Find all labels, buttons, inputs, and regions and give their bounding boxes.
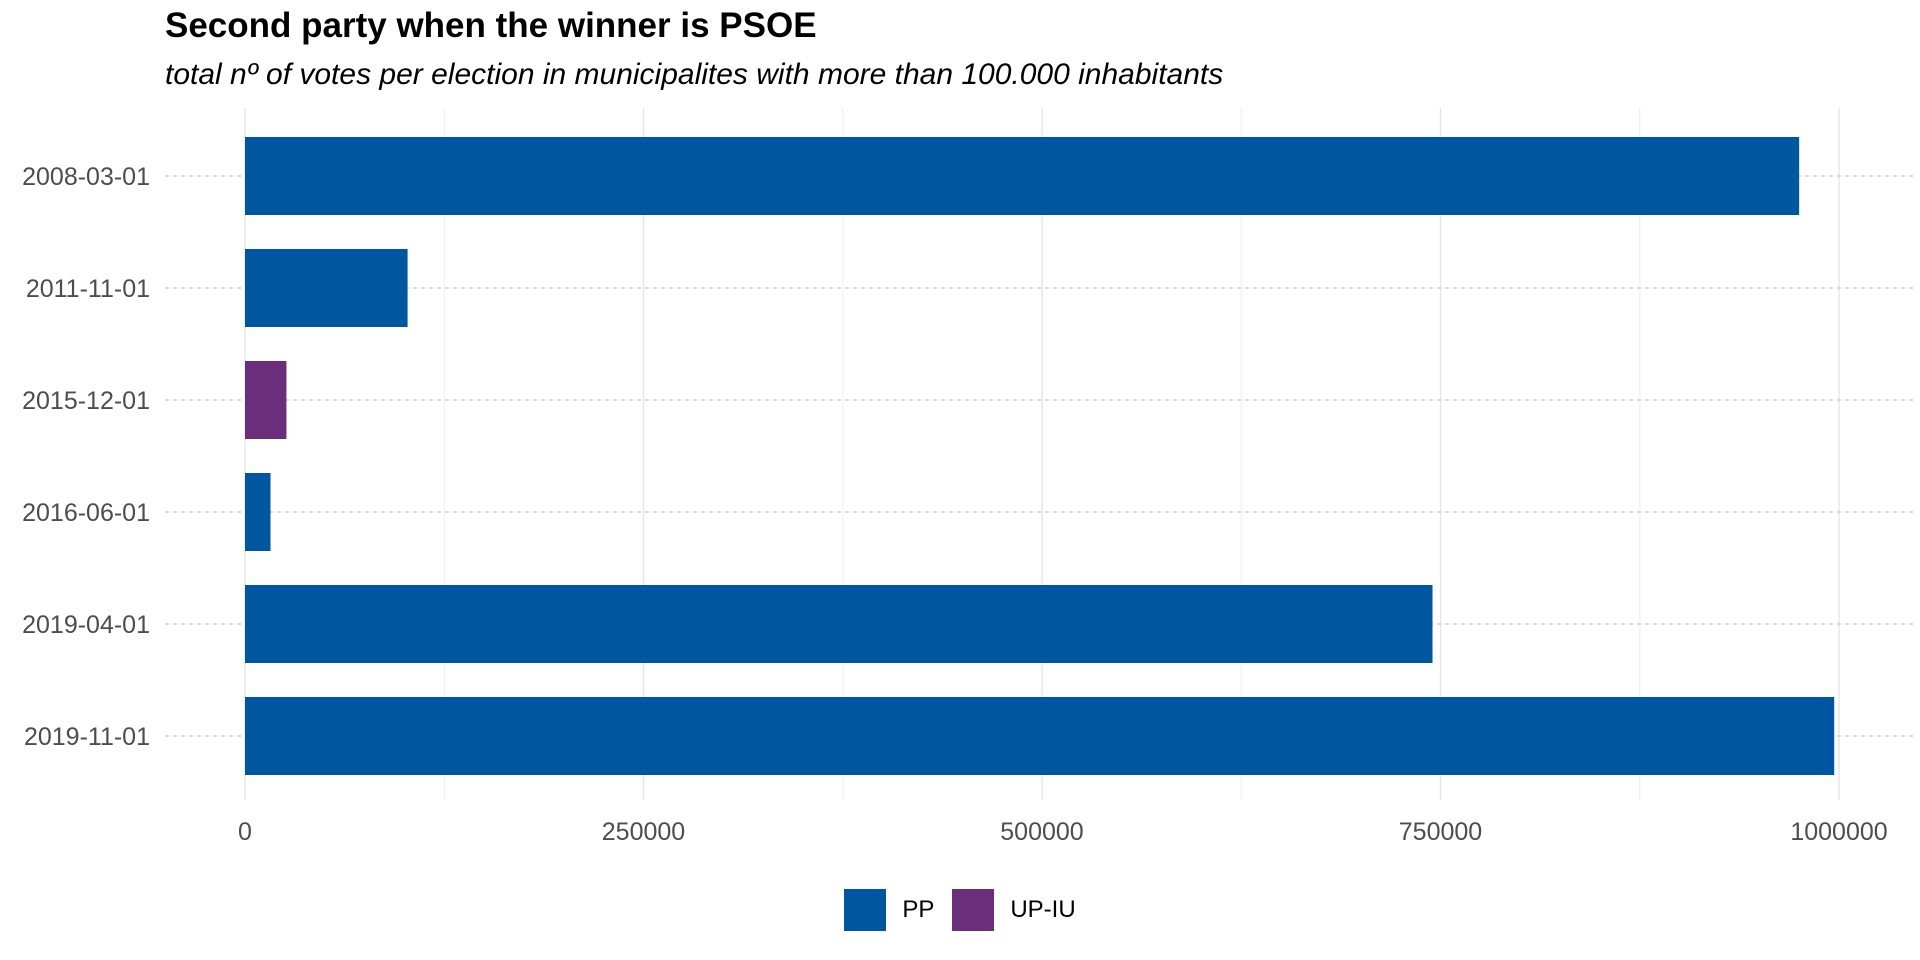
x-tick-label: 250000	[602, 818, 685, 846]
y-tick-label: 2016-06-01	[22, 499, 150, 527]
bar-chart: 2008-03-01 2011-11-01 2015-12-01 2016-06-01…	[22, 108, 1915, 846]
legend-swatch-up-iu	[952, 889, 995, 931]
x-tick-label: 1000000	[1790, 818, 1887, 846]
bars	[245, 137, 1835, 775]
bar-2019-11-01	[245, 697, 1835, 775]
bar-2011-11-01	[245, 249, 408, 327]
x-tick-label: 0	[238, 818, 252, 846]
legend-swatch-pp	[844, 889, 887, 931]
x-axis-labels: 0 250000 500000 750000 1000000	[238, 818, 1888, 846]
y-tick-label: 2019-04-01	[22, 611, 150, 639]
legend-item-up-iu: UP-IU	[952, 889, 1076, 931]
x-tick-label: 750000	[1399, 818, 1482, 846]
bar-2016-06-01	[245, 473, 271, 551]
bar-2008-03-01	[245, 137, 1800, 215]
bar-2019-04-01	[245, 585, 1433, 663]
chart-title: Second party when the winner is PSOE	[165, 6, 817, 45]
legend: PP UP-IU	[0, 888, 1920, 932]
y-tick-label: 2019-11-01	[24, 723, 150, 751]
y-axis-labels: 2008-03-01 2011-11-01 2015-12-01 2016-06-01…	[22, 163, 150, 751]
y-tick-label: 2011-11-01	[26, 275, 150, 303]
legend-label-pp: PP	[902, 896, 935, 923]
x-tick-label: 500000	[1000, 818, 1083, 846]
legend-label-up-iu: UP-IU	[1010, 896, 1076, 923]
legend-item-pp: PP	[844, 889, 934, 931]
y-tick-label: 2015-12-01	[22, 387, 150, 415]
bar-2015-12-01	[245, 361, 287, 439]
y-tick-label: 2008-03-01	[22, 163, 150, 191]
chart-subtitle: total nº of votes per election in munici…	[165, 58, 1224, 91]
